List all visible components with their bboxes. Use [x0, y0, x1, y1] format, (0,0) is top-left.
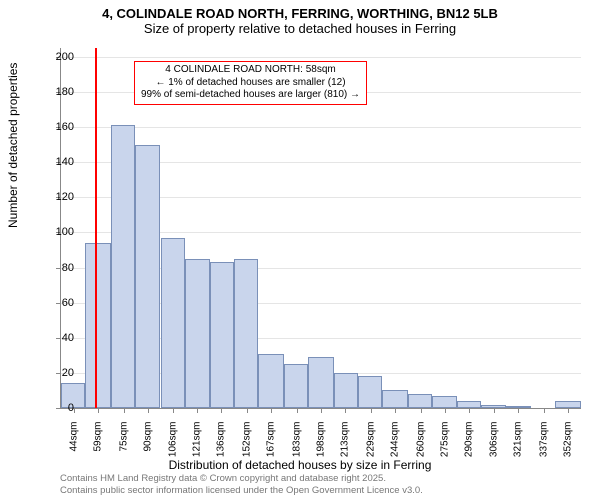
- ytick-label: 40: [44, 332, 74, 344]
- histogram-bar: [85, 243, 111, 408]
- xtick-mark: [518, 408, 519, 413]
- xtick-mark: [148, 408, 149, 413]
- ytick-label: 180: [44, 86, 74, 98]
- xtick-mark: [98, 408, 99, 413]
- ytick-label: 100: [44, 226, 74, 238]
- histogram-bar: [334, 373, 358, 408]
- histogram-bar: [210, 262, 234, 408]
- plot-area: 44sqm59sqm75sqm90sqm106sqm121sqm136sqm15…: [60, 48, 581, 409]
- annotation-line2: ← 1% of detached houses are smaller (12): [141, 77, 360, 90]
- footer-line1: Contains HM Land Registry data © Crown c…: [60, 473, 423, 484]
- histogram-bar: [185, 259, 211, 408]
- ytick-label: 200: [44, 51, 74, 63]
- histogram-bar: [358, 376, 382, 408]
- ytick-label: 60: [44, 297, 74, 309]
- histogram-bar: [111, 125, 135, 408]
- y-axis-label: Number of detached properties: [6, 63, 20, 228]
- xtick-mark: [395, 408, 396, 413]
- highlight-line: [95, 48, 97, 408]
- gridline: [61, 127, 581, 128]
- xtick-mark: [297, 408, 298, 413]
- histogram-bar: [308, 357, 334, 408]
- histogram-bar: [161, 238, 185, 408]
- footer: Contains HM Land Registry data © Crown c…: [60, 473, 423, 496]
- ytick-label: 140: [44, 156, 74, 168]
- xtick-mark: [494, 408, 495, 413]
- title-line1: 4, COLINDALE ROAD NORTH, FERRING, WORTHI…: [0, 6, 600, 21]
- xtick-mark: [197, 408, 198, 413]
- histogram-bar: [555, 401, 581, 408]
- annotation-line3: 99% of semi-detached houses are larger (…: [141, 89, 360, 102]
- ytick-label: 120: [44, 191, 74, 203]
- gridline: [61, 57, 581, 58]
- ytick-label: 160: [44, 121, 74, 133]
- ytick-label: 80: [44, 262, 74, 274]
- histogram-bar: [382, 390, 408, 408]
- xtick-mark: [247, 408, 248, 413]
- ytick-label: 0: [44, 402, 74, 414]
- x-axis-label: Distribution of detached houses by size …: [0, 458, 600, 472]
- xtick-mark: [568, 408, 569, 413]
- histogram-bar: [135, 145, 161, 408]
- xtick-mark: [221, 408, 222, 413]
- annotation-line1: 4 COLINDALE ROAD NORTH: 58sqm: [141, 64, 360, 77]
- xtick-mark: [469, 408, 470, 413]
- xtick-mark: [173, 408, 174, 413]
- footer-line2: Contains public sector information licen…: [60, 485, 423, 496]
- ytick-label: 20: [44, 367, 74, 379]
- annotation-box: 4 COLINDALE ROAD NORTH: 58sqm ← 1% of de…: [134, 61, 367, 105]
- xtick-mark: [544, 408, 545, 413]
- histogram-bar: [457, 401, 481, 408]
- histogram-bar: [284, 364, 308, 408]
- xtick-mark: [371, 408, 372, 413]
- histogram-bar: [258, 354, 284, 408]
- title-line2: Size of property relative to detached ho…: [0, 21, 600, 36]
- xtick-mark: [124, 408, 125, 413]
- histogram-bar: [234, 259, 258, 408]
- chart-title: 4, COLINDALE ROAD NORTH, FERRING, WORTHI…: [0, 0, 600, 36]
- xtick-mark: [345, 408, 346, 413]
- chart-container: 4, COLINDALE ROAD NORTH, FERRING, WORTHI…: [0, 0, 600, 500]
- xtick-mark: [271, 408, 272, 413]
- xtick-mark: [321, 408, 322, 413]
- histogram-bar: [432, 396, 458, 408]
- xtick-mark: [445, 408, 446, 413]
- xtick-mark: [421, 408, 422, 413]
- histogram-bar: [408, 394, 432, 408]
